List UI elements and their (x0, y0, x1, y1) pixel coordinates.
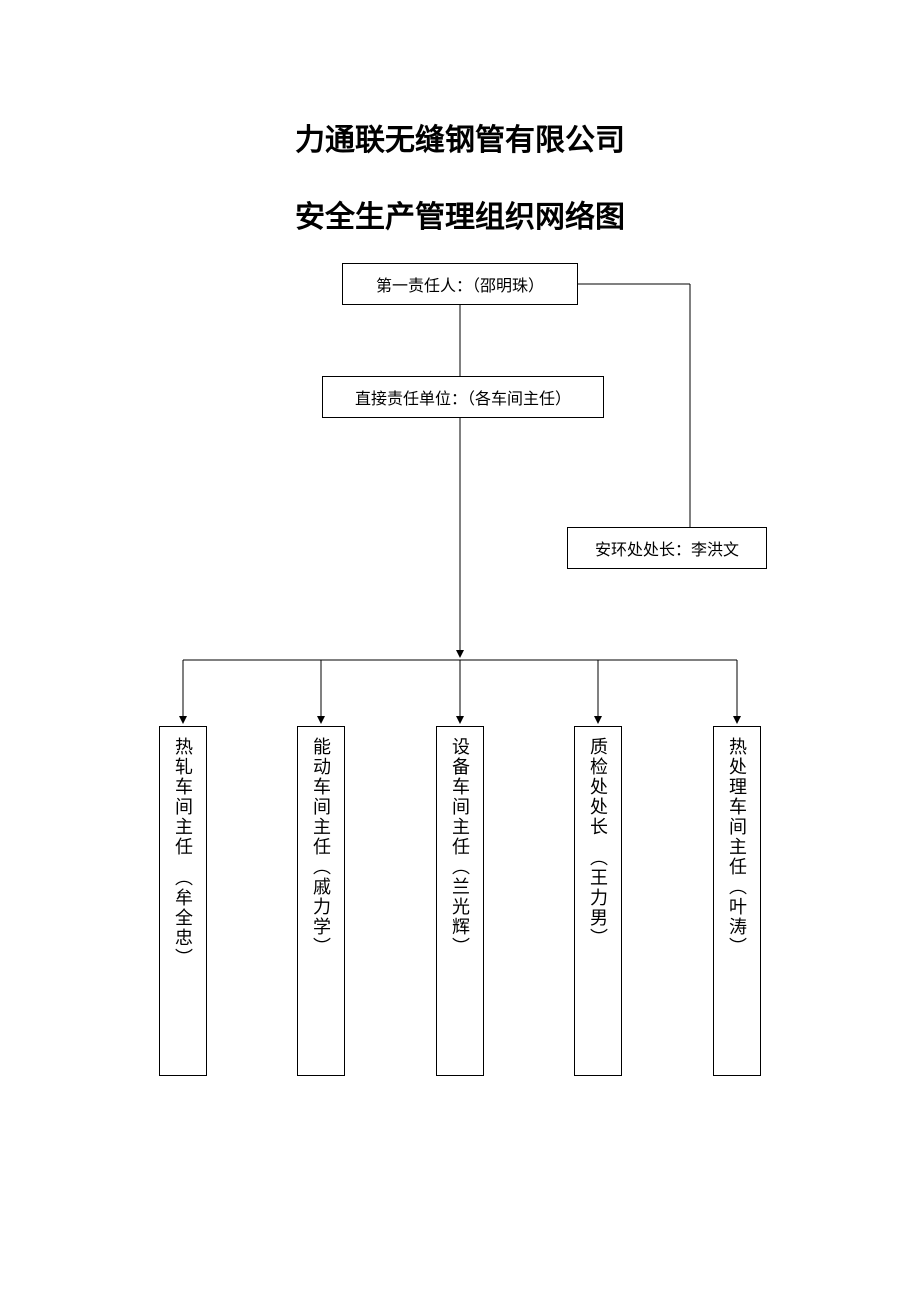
leaf-box-3: 质检处处长 （王力男） (574, 726, 622, 1076)
leaf-label-3: 质检处处长 （王力男） (585, 737, 611, 948)
leaf-box-1: 能动车间主任（戚力学） (297, 726, 345, 1076)
node-mid-label: 直接责任单位：（各车间主任） (355, 385, 571, 409)
title-line-2: 安全生产管理组织网络图 (0, 192, 920, 236)
leaf-box-4: 热处理车间主任（叶涛） (713, 726, 761, 1076)
leaf-label-2: 设备车间主任（兰光辉） (447, 737, 473, 957)
node-side-label: 安环处处长：李洪文 (595, 536, 739, 560)
node-mid: 直接责任单位：（各车间主任） (322, 376, 604, 418)
node-side: 安环处处长：李洪文 (567, 527, 767, 569)
leaf-box-2: 设备车间主任（兰光辉） (436, 726, 484, 1076)
node-root-label: 第一责任人：（邵明珠） (376, 272, 544, 296)
title-line-1: 力通联无缝钢管有限公司 (0, 115, 920, 159)
leaf-label-1: 能动车间主任（戚力学） (308, 737, 334, 957)
leaf-label-0: 热轧车间主任 （牟全忠） (170, 737, 196, 968)
leaf-box-0: 热轧车间主任 （牟全忠） (159, 726, 207, 1076)
node-root: 第一责任人：（邵明珠） (342, 263, 578, 305)
leaf-label-4: 热处理车间主任（叶涛） (724, 737, 750, 957)
